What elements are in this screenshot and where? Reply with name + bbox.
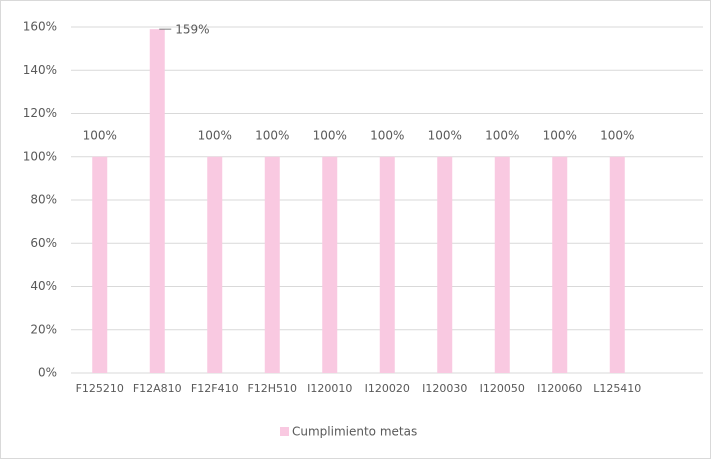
bar (494, 156, 510, 373)
legend-swatch (280, 427, 289, 436)
y-tick-label: 20% (30, 322, 57, 336)
x-tick-label: I120050 (480, 382, 525, 395)
legend-label: Cumplimiento metas (292, 425, 417, 439)
bar (322, 156, 338, 373)
x-tick-label: L125410 (593, 382, 641, 395)
data-label: 100% (255, 128, 289, 142)
x-tick-label: I120030 (422, 382, 467, 395)
data-label: 159% (175, 23, 209, 37)
data-label: 100% (485, 128, 519, 142)
bar (379, 156, 395, 373)
data-label: 100% (600, 128, 634, 142)
bar (149, 29, 165, 373)
y-tick-label: 80% (30, 193, 57, 207)
x-tick-label: F12F410 (191, 382, 239, 395)
x-tick-label: I120060 (537, 382, 582, 395)
data-label: 100% (428, 128, 462, 142)
data-label: 100% (198, 128, 232, 142)
data-label: 100% (313, 128, 347, 142)
y-tick-label: 60% (30, 236, 57, 250)
bar (264, 156, 280, 373)
y-tick-label: 0% (38, 366, 57, 380)
y-tick-label: 160% (23, 20, 57, 34)
bar (92, 156, 108, 373)
data-label: 100% (543, 128, 577, 142)
data-label: 100% (370, 128, 404, 142)
y-tick-label: 40% (30, 279, 57, 293)
x-tick-label: F12A810 (133, 382, 182, 395)
y-tick-label: 140% (23, 63, 57, 77)
y-tick-label: 100% (23, 149, 57, 163)
data-label: 100% (83, 128, 117, 142)
x-tick-label: F125210 (76, 382, 124, 395)
bar (552, 156, 568, 373)
x-tick-label: F12H510 (247, 382, 297, 395)
bar (437, 156, 453, 373)
x-tick-label: I120010 (307, 382, 352, 395)
bar (207, 156, 223, 373)
y-tick-label: 120% (23, 106, 57, 120)
x-tick-label: I120020 (365, 382, 410, 395)
bar (609, 156, 625, 373)
